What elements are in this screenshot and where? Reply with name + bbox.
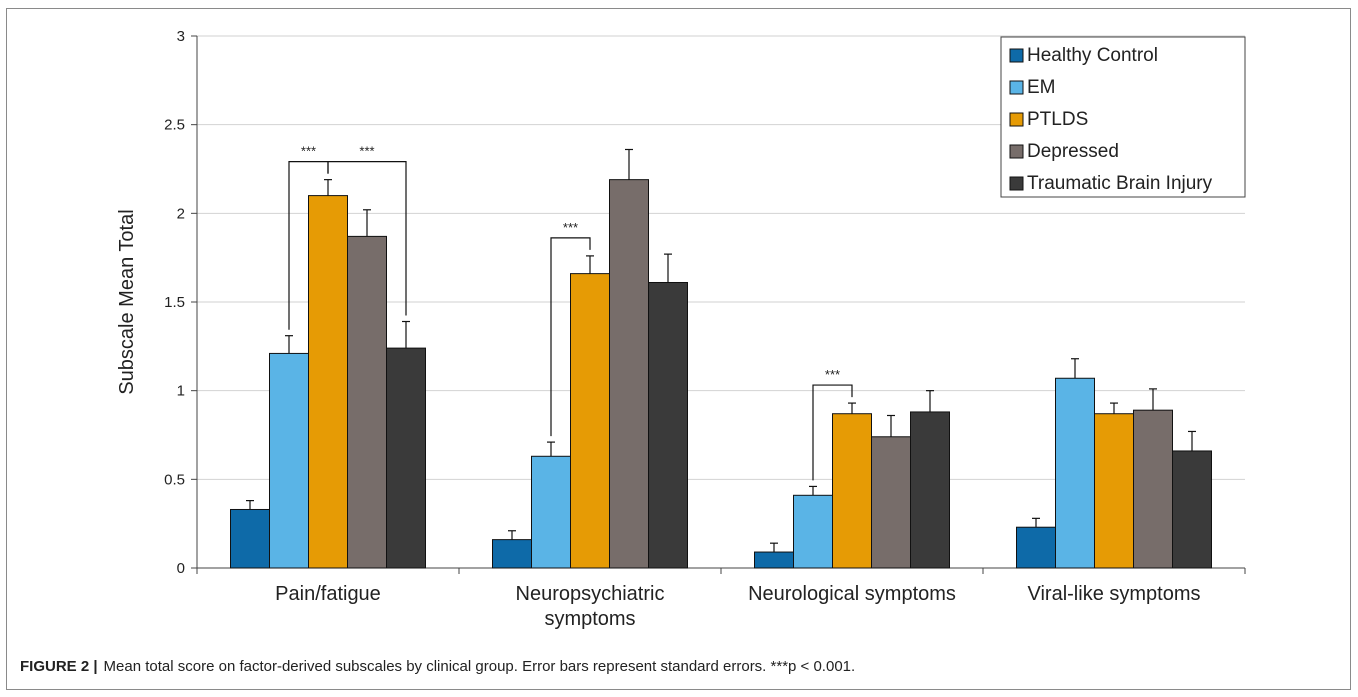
x-category-label: Viral-like symptoms <box>1028 583 1201 605</box>
bar <box>793 494 833 569</box>
legend-label: EM <box>1027 77 1056 98</box>
significance-bracket <box>550 237 591 437</box>
bar <box>347 235 387 569</box>
significance-label: *** <box>825 367 840 382</box>
legend-swatch <box>1009 112 1024 127</box>
y-tick-label: 0.5 <box>164 471 185 488</box>
bar <box>609 179 649 569</box>
significance-bracket <box>327 161 407 316</box>
legend-box <box>1000 36 1246 198</box>
bar <box>269 352 309 569</box>
legend-swatch <box>1009 144 1024 159</box>
bar <box>832 413 872 569</box>
bar <box>1016 526 1056 569</box>
x-category-label: Neuropsychiatric symptoms <box>516 583 665 630</box>
bar <box>230 508 270 569</box>
legend-label: Depressed <box>1027 141 1119 162</box>
figure-caption: FIGURE 2 | Mean total score on factor-der… <box>20 658 855 675</box>
caption-label: FIGURE 2 | <box>20 658 98 675</box>
caption-text: Mean total score on factor-derived subsc… <box>103 658 856 675</box>
bar <box>386 347 426 569</box>
y-axis-label: Subscale Mean Total <box>116 209 138 394</box>
bar <box>1094 413 1134 569</box>
x-category-label: Neurological symptoms <box>748 583 956 605</box>
y-tick-label: 1.5 <box>164 294 185 311</box>
legend-label: Healthy Control <box>1027 45 1158 66</box>
significance-bracket <box>812 384 853 481</box>
legend-swatch <box>1009 80 1024 95</box>
bar <box>570 273 610 569</box>
legend-swatch <box>1009 48 1024 63</box>
bar <box>492 539 532 569</box>
bar <box>1172 450 1212 569</box>
y-tick-label: 2.5 <box>164 117 185 134</box>
bar <box>1055 377 1095 569</box>
legend-label: Traumatic Brain Injury <box>1027 173 1213 194</box>
bar <box>910 411 950 569</box>
bar <box>754 551 794 569</box>
bar-chart: 0 0.5 1 1.5 2 2.5 3 Subscale Mean Total Pain/fat… <box>116 28 1246 630</box>
bar <box>871 436 911 569</box>
figure-frame <box>6 8 1351 690</box>
significance-label: *** <box>563 220 578 235</box>
y-tick-label: 1 <box>177 383 185 400</box>
bar <box>1133 409 1173 569</box>
y-tick-label: 0 <box>177 560 185 577</box>
significance-label: *** <box>359 144 374 159</box>
y-tick-label: 3 <box>177 28 185 45</box>
legend-swatch <box>1009 176 1024 191</box>
y-tick-label: 2 <box>177 205 185 222</box>
bar <box>308 195 348 569</box>
legend-label: PTLDS <box>1027 109 1088 130</box>
significance-label: *** <box>301 144 316 159</box>
x-category-label: Pain/fatigue <box>275 583 381 605</box>
bar <box>648 281 688 569</box>
bar <box>531 455 571 569</box>
